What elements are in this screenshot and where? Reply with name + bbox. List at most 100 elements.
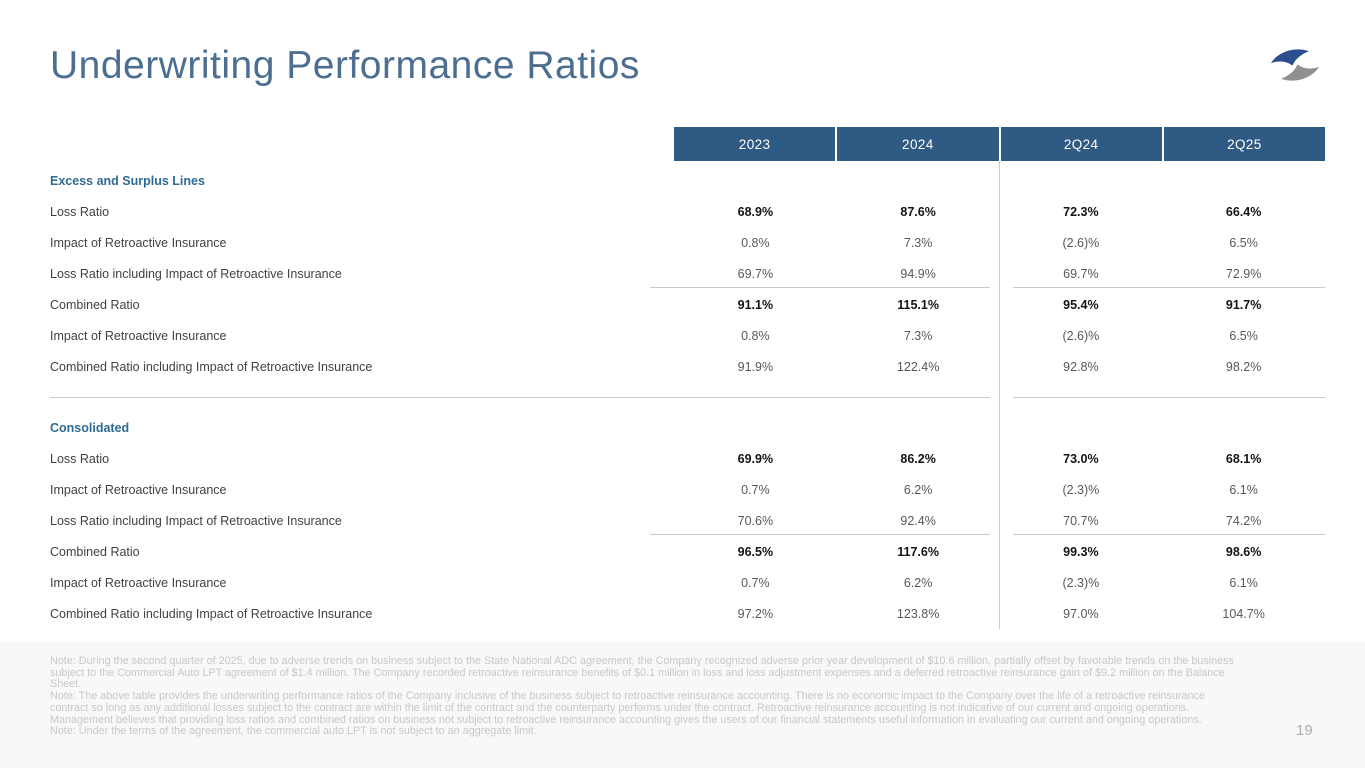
row-label: Impact of Retroactive Insurance (50, 235, 227, 250)
footnotes: Note: During the second quarter of 2025,… (50, 655, 1242, 738)
row-values: 91.1% 115.1% 95.4% 91.7% (674, 298, 1325, 312)
underline-left-segment (650, 287, 990, 288)
annual-quarterly-divider (999, 161, 1000, 629)
row-label: Loss Ratio including Impact of Retroacti… (50, 513, 342, 528)
value-cell: 74.2% (1225, 513, 1262, 528)
value-cell: 66.4% (1225, 204, 1262, 219)
value-cell: 69.7% (1063, 266, 1099, 281)
value-cell: 104.7% (1222, 606, 1265, 621)
table-row: Loss Ratio including Impact of Retroacti… (50, 505, 1325, 536)
row-values: 91.9% 122.4% 92.8% 98.2% (674, 360, 1325, 374)
table-row: Combined Ratio including Impact of Retro… (50, 351, 1325, 382)
row-values: 0.7% 6.2% (2.3)% 6.1% (674, 576, 1325, 590)
value-cell: 115.1% (897, 297, 939, 312)
row-label: Combined Ratio including Impact of Retro… (50, 606, 373, 621)
value-cell: 0.7% (741, 575, 770, 590)
value-cell: 6.5% (1229, 328, 1258, 343)
value-cell: 70.6% (737, 513, 774, 528)
row-values: 97.2% 123.8% 97.0% 104.7% (674, 607, 1325, 621)
value-cell: 7.3% (903, 235, 933, 250)
value-cell: (2.3)% (1062, 482, 1100, 497)
value-cell: 70.7% (1063, 513, 1099, 528)
value-cell: (2.6)% (1062, 328, 1100, 343)
column-header-2q25: 2Q25 (1163, 127, 1325, 161)
value-cell: 6.2% (903, 575, 933, 590)
section-header-row: Excess and Surplus Lines (50, 165, 1325, 196)
column-header-2q24: 2Q24 (1000, 127, 1162, 161)
row-values: 96.5% 117.6% 99.3% 98.6% (674, 545, 1325, 559)
row-label: Impact of Retroactive Insurance (50, 328, 227, 343)
table-row: Loss Ratio 68.9% 87.6% 72.3% 66.4% (50, 196, 1325, 227)
value-cell: (2.3)% (1062, 575, 1100, 590)
value-cell: 97.0% (1063, 606, 1099, 621)
value-cell: 96.5% (737, 544, 774, 559)
value-cell: 123.8% (896, 606, 940, 621)
underwriting-ratios-table: 2023 2024 2Q24 2Q25 Excess and Surplus Line… (50, 127, 1325, 637)
value-cell: 0.8% (741, 235, 770, 250)
value-cell: 94.9% (900, 266, 936, 281)
row-values: 70.6% 92.4% 70.7% 74.2% (674, 514, 1325, 528)
footnote: Note: During the second quarter of 2025,… (50, 655, 1234, 691)
value-cell: 99.3% (1063, 544, 1099, 559)
row-values: 69.9% 86.2% 73.0% 68.1% (674, 452, 1325, 466)
value-cell: 68.9% (737, 204, 774, 219)
value-cell: 7.3% (903, 328, 933, 343)
value-cell: 0.7% (741, 482, 770, 497)
table-row: Impact of Retroactive Insurance 0.8% 7.3% (… (50, 227, 1325, 258)
table-row: Combined Ratio 91.1% 115.1% 95.4% 91.7% (50, 289, 1325, 320)
row-label: Combined Ratio including Impact of Retro… (50, 359, 373, 374)
value-cell: 6.5% (1229, 235, 1258, 250)
value-cell: 97.2% (737, 606, 774, 621)
section-separator (50, 382, 1325, 412)
page-title: Underwriting Performance Ratios (50, 44, 640, 87)
underline-left-segment (650, 534, 990, 535)
value-cell: 92.8% (1063, 359, 1099, 374)
value-cell: 95.4% (1063, 297, 1099, 312)
value-cell: 6.1% (1229, 575, 1258, 590)
value-cell: 6.2% (903, 482, 933, 497)
value-cell: 98.6% (1225, 544, 1262, 559)
underline-right-segment (1013, 287, 1325, 288)
value-cell: 117.6% (897, 544, 939, 559)
table-row: Combined Ratio including Impact of Retro… (50, 598, 1325, 629)
underline-right-segment (1013, 534, 1325, 535)
footnote: Note: Under the terms of the agreement, … (50, 725, 537, 738)
row-values: 69.7% 94.9% 69.7% 72.9% (674, 267, 1325, 281)
value-cell: 72.3% (1063, 204, 1099, 219)
table-header-row: 2023 2024 2Q24 2Q25 (674, 127, 1325, 161)
section-title: Excess and Surplus Lines (50, 173, 205, 188)
row-label: Loss Ratio (50, 204, 110, 219)
value-cell: 0.8% (741, 328, 770, 343)
value-cell: 73.0% (1063, 451, 1099, 466)
column-header-2023: 2023 (674, 127, 836, 161)
table-row: Loss Ratio including Impact of Retroacti… (50, 258, 1325, 289)
row-values: 0.7% 6.2% (2.3)% 6.1% (674, 483, 1325, 497)
value-cell: 69.9% (737, 451, 774, 466)
section-title: Consolidated (50, 420, 130, 435)
value-cell: 87.6% (900, 204, 936, 219)
section-header-row: Consolidated (50, 412, 1325, 443)
row-label: Loss Ratio including Impact of Retroacti… (50, 266, 342, 281)
value-cell: 69.7% (737, 266, 774, 281)
value-cell: 68.1% (1225, 451, 1262, 466)
row-label: Combined Ratio (50, 544, 140, 559)
table-row: Loss Ratio 69.9% 86.2% 73.0% 68.1% (50, 443, 1325, 474)
separator-right-segment (1013, 397, 1325, 398)
table-row: Impact of Retroactive Insurance 0.7% 6.2% (… (50, 474, 1325, 505)
table-row: Impact of Retroactive Insurance 0.8% 7.3% (… (50, 320, 1325, 351)
row-label: Impact of Retroactive Insurance (50, 575, 227, 590)
row-values: 0.8% 7.3% (2.6)% 6.5% (674, 329, 1325, 343)
row-label: Combined Ratio (50, 297, 140, 312)
separator-left-segment (50, 397, 990, 398)
row-label: Loss Ratio (50, 451, 110, 466)
value-cell: (2.6)% (1062, 235, 1100, 250)
column-header-2024: 2024 (837, 127, 999, 161)
company-logo-icon (1266, 42, 1324, 88)
table-body: Excess and Surplus Lines Loss Ratio 68.9% 8… (50, 165, 1325, 629)
value-cell: 91.1% (737, 297, 774, 312)
value-cell: 91.9% (737, 359, 774, 374)
value-cell: 86.2% (900, 451, 936, 466)
row-values: 68.9% 87.6% 72.3% 66.4% (674, 205, 1325, 219)
value-cell: 72.9% (1225, 266, 1262, 281)
